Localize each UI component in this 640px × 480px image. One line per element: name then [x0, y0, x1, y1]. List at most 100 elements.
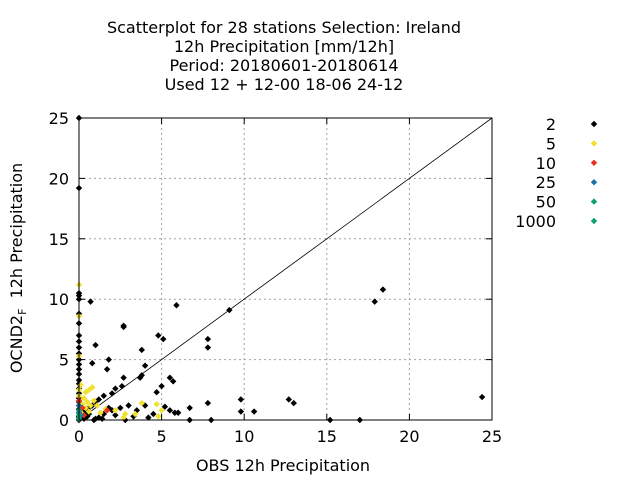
axis-ticks: 0 5 10 15 20 25 0 5 10 15 20 25: [49, 109, 503, 446]
x-tick-label: 10: [234, 427, 254, 446]
data-point: [174, 409, 182, 416]
legend-marker: [590, 217, 598, 225]
data-point: [112, 385, 119, 392]
data-point: [226, 306, 233, 314]
title-line-2: 12h Precipitation [mm/12h]: [174, 37, 394, 56]
data-point: [237, 408, 245, 415]
y-tick-label: 10: [49, 290, 69, 309]
legend-marker: [590, 198, 598, 205]
legend-label: 5: [546, 134, 556, 153]
data-point: [108, 390, 116, 397]
data-point: [131, 410, 139, 418]
data-point: [155, 332, 162, 339]
data-point: [145, 414, 152, 421]
data-point: [204, 344, 212, 351]
data-point: [117, 404, 124, 412]
legend-label: 10: [536, 154, 556, 173]
legend-marker: [590, 140, 598, 147]
legend-label: 2: [546, 115, 556, 134]
y-axis-label: OCND2F 12h Precipitation: [7, 163, 29, 373]
data-point: [204, 335, 212, 343]
title-line-4: Used 12 + 12-00 18-06 24-12: [165, 75, 404, 94]
series-5: [75, 281, 165, 421]
data-point: [79, 401, 86, 408]
data-point: [155, 413, 162, 420]
data-point: [379, 286, 387, 293]
chart-title: Scatterplot for 28 stations Selection: I…: [107, 18, 461, 94]
data-point: [141, 362, 149, 369]
data-point: [108, 407, 116, 414]
legend-marker: [590, 159, 598, 166]
data-point: [103, 366, 111, 373]
data-point: [138, 399, 145, 407]
data-point: [112, 411, 119, 419]
x-tick-label: 5: [157, 427, 167, 446]
legend-label: 1000: [515, 212, 556, 231]
data-point: [125, 402, 132, 409]
data-point: [120, 374, 127, 381]
title-line-1: Scatterplot for 28 stations Selection: I…: [107, 18, 461, 37]
y-tick-label: 5: [59, 351, 69, 370]
data-point: [237, 396, 245, 403]
data-point: [103, 407, 111, 414]
data-point: [285, 396, 293, 403]
data-points: [75, 114, 486, 424]
x-axis-label: OBS 12h Precipitation: [196, 456, 370, 475]
data-point: [97, 409, 104, 416]
data-point: [290, 399, 297, 407]
data-point: [89, 384, 96, 391]
x-tick-label: 0: [74, 427, 84, 446]
y-tick-label: 20: [49, 169, 69, 188]
grid: [79, 118, 492, 420]
data-point: [166, 374, 174, 381]
y-axis-label-sub: F: [16, 309, 29, 315]
data-point: [112, 407, 119, 414]
data-point: [161, 403, 169, 410]
data-point: [250, 408, 258, 415]
plot-frame: [78, 117, 493, 421]
data-point: [138, 346, 145, 354]
y-tick-label: 0: [59, 411, 69, 430]
x-tick-label: 20: [399, 427, 419, 446]
data-point: [150, 410, 157, 418]
data-point: [204, 399, 212, 407]
data-point: [120, 414, 127, 421]
diagonal-reference-line: [78, 117, 493, 421]
data-point: [136, 374, 144, 381]
title-line-3: Period: 20180601-20180614: [169, 56, 398, 75]
data-point: [80, 411, 88, 419]
data-point: [82, 404, 89, 412]
y-tick-label: 15: [49, 230, 69, 249]
data-point: [158, 407, 165, 414]
data-point: [89, 360, 96, 367]
data-point: [87, 298, 94, 305]
data-point: [118, 382, 126, 390]
y-axis-label-main: OCND2: [7, 315, 26, 373]
data-point: [105, 356, 112, 363]
data-point: [92, 341, 99, 349]
data-point: [160, 335, 167, 343]
data-point: [93, 402, 101, 409]
data-point: [120, 322, 127, 329]
data-point: [171, 409, 179, 416]
data-point: [87, 402, 94, 409]
x-tick-label: 25: [482, 427, 502, 446]
x-tick-label: 15: [317, 427, 337, 446]
legend-label: 25: [536, 173, 556, 192]
data-point: [169, 378, 177, 385]
data-point: [122, 410, 129, 418]
data-point: [85, 408, 93, 415]
data-point: [186, 404, 193, 412]
data-point: [138, 372, 145, 379]
data-point: [478, 393, 486, 401]
data-point: [153, 401, 160, 408]
data-point: [100, 392, 107, 400]
data-point: [166, 407, 174, 414]
legend-label: 50: [536, 193, 556, 212]
data-point: [371, 298, 378, 305]
data-point: [90, 397, 98, 404]
data-point: [153, 389, 160, 396]
data-point: [80, 395, 88, 402]
